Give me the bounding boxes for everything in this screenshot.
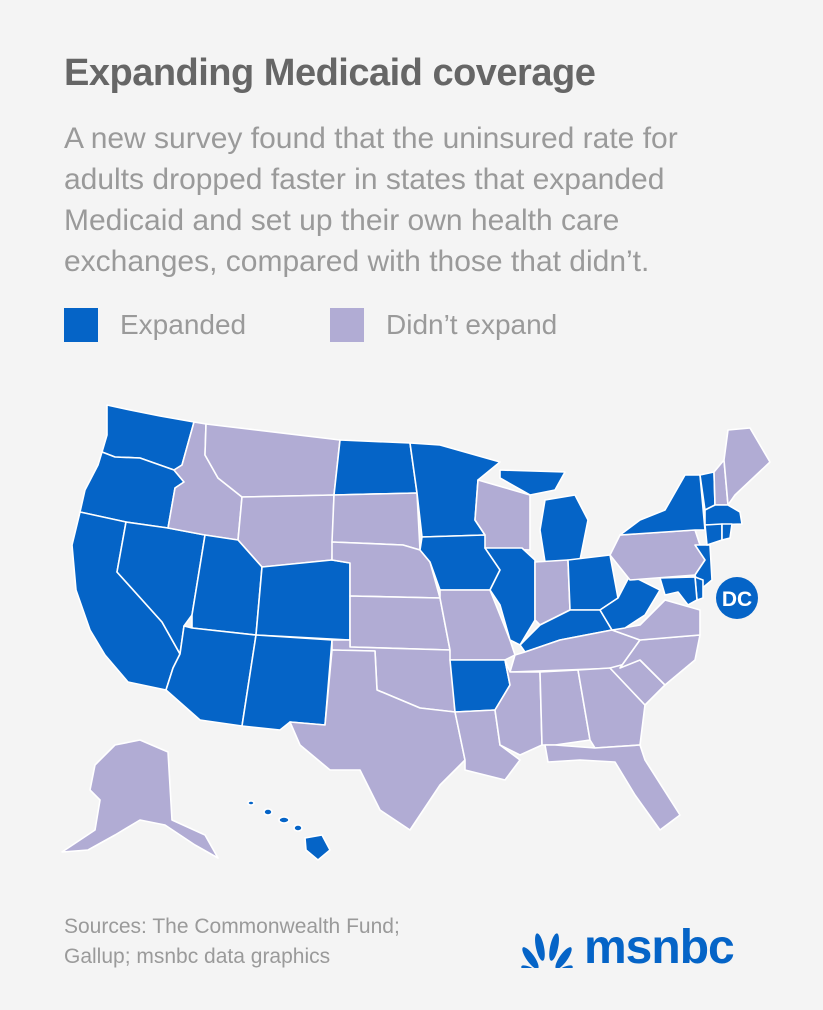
state-OH — [567, 554, 619, 611]
legend-label-not-expanded: Didn’t expand — [386, 309, 558, 340]
legend-swatch-not-expanded — [330, 308, 364, 342]
state-MI — [499, 469, 566, 496]
dc-label: DC — [722, 588, 752, 611]
state-FL — [544, 744, 681, 831]
state-TX — [289, 649, 466, 831]
state-NY — [619, 474, 706, 536]
state-WV — [599, 574, 661, 631]
peacock-icon — [521, 933, 573, 968]
state-PA — [609, 529, 706, 581]
legend-label-expanded: Expanded — [120, 309, 247, 340]
state-MI-lower — [539, 494, 589, 563]
dc-marker: DC — [716, 577, 758, 619]
legend-swatch-expanded — [64, 308, 98, 342]
page-title: Expanding Medicaid coverage — [64, 52, 596, 94]
page-subtitle: A new survey found that the uninsured ra… — [64, 122, 678, 278]
state-ND — [333, 439, 418, 496]
state-CO — [255, 559, 351, 641]
state-IL — [484, 547, 536, 646]
state-MS — [494, 659, 543, 756]
state-AL — [539, 669, 591, 746]
legend-item-not-expanded: Didn’t expand — [330, 308, 557, 342]
us-medicaid-map: DC — [61, 404, 771, 861]
state-VA — [611, 599, 701, 641]
state-ME — [723, 427, 771, 506]
state-NM — [241, 634, 333, 731]
state-MD — [659, 576, 698, 606]
state-SD — [331, 492, 421, 551]
state-HI — [247, 800, 331, 861]
state-MA — [704, 504, 743, 526]
legend-item-expanded: Expanded — [64, 308, 246, 342]
state-AK — [61, 739, 219, 859]
state-CT — [704, 523, 723, 546]
sources-line-1: Sources: The Commonwealth Fund; — [64, 915, 400, 938]
msnbc-logo: msnbc — [516, 921, 735, 974]
logo-text: msnbc — [584, 921, 735, 974]
state-RI — [721, 523, 733, 541]
state-KS — [349, 595, 451, 651]
sources-line-2: Gallup; msnbc data graphics — [64, 945, 331, 968]
sources-note: Sources: The Commonwealth Fund; Gallup; … — [64, 912, 400, 972]
